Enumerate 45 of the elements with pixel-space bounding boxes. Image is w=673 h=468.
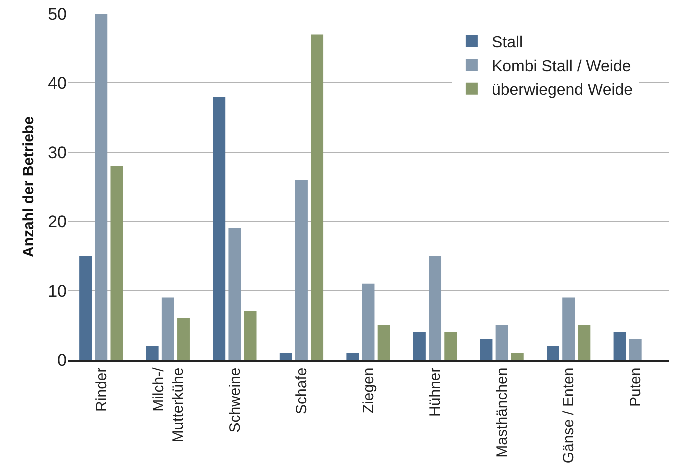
- x-tick-label: Ziegen: [360, 368, 378, 414]
- bar: [178, 318, 190, 360]
- bar: [146, 346, 159, 360]
- x-tick-label: Hühner: [427, 368, 444, 417]
- bar: [95, 14, 108, 360]
- bar: [244, 312, 257, 360]
- bar: [213, 97, 226, 360]
- bar: [614, 332, 626, 360]
- y-tick-label: 20: [48, 212, 67, 232]
- bar: [429, 256, 442, 360]
- bar: [110, 166, 124, 360]
- x-tick-label: Masthänchen: [494, 368, 511, 458]
- x-tick-label: Schafe: [294, 368, 311, 414]
- legend-label: Kombi Stall / Weide: [492, 58, 632, 76]
- bar: [444, 332, 458, 360]
- bar: [562, 298, 576, 360]
- bar: [378, 325, 390, 360]
- bar: [547, 346, 560, 360]
- bar: [496, 325, 508, 360]
- bar: [629, 339, 642, 360]
- bar: [162, 298, 174, 360]
- y-tick-label: 40: [48, 74, 67, 94]
- bar: [362, 284, 375, 360]
- bar: [311, 34, 324, 360]
- bar: [413, 332, 426, 360]
- x-tick-label: Milch-/ Mutterkühe: [150, 366, 187, 443]
- x-tick-label: Rinder: [93, 368, 110, 412]
- bar: [228, 228, 242, 360]
- legend-label: überwiegend Weide: [492, 82, 634, 100]
- y-tick-label: 10: [48, 282, 67, 301]
- y-tick-label: 0: [58, 350, 67, 370]
- bar: [280, 353, 292, 360]
- bar: [480, 339, 493, 360]
- bar: [511, 353, 524, 360]
- y-axis-title: Anzahl der Betriebe: [20, 116, 38, 258]
- x-tick-label: Gänse / Enten: [560, 368, 578, 464]
- bar: [346, 353, 360, 360]
- bar: [80, 256, 92, 360]
- bar: [578, 325, 591, 360]
- y-tick-label: 50: [48, 4, 67, 24]
- x-tick-label: Puten: [627, 368, 644, 407]
- bar: [295, 180, 308, 360]
- legend-label: Stall: [492, 34, 524, 52]
- y-tick-label: 30: [48, 143, 67, 162]
- x-tick-label: Schweine: [226, 368, 244, 433]
